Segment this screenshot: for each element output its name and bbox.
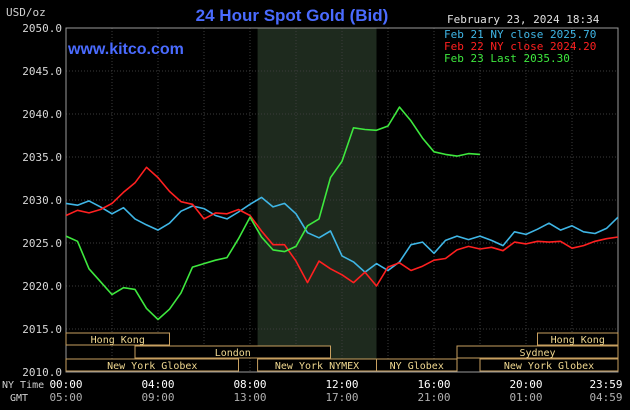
x-tick-ny: 12:00 [325,378,358,391]
legend-entry-feb22: Feb 22 NY close 2024.20 [444,40,596,53]
series-line-0 [65,196,619,274]
x-tick-gmt: 05:00 [49,391,82,404]
price-series [65,106,619,321]
site-link[interactable]: www.kitco.com [67,41,184,58]
session-bar [456,345,619,359]
unit-label: USD/oz [6,6,46,19]
session-bar [65,332,170,346]
y-tick-label: 2015.0 [22,323,62,336]
series-line-2 [65,106,481,321]
x-tick-gmt: 13:00 [233,391,266,404]
session-label: New York Globex [107,361,197,372]
x-tick-gmt: 09:00 [141,391,174,404]
chart-title: 24 Hour Spot Gold (Bid) [196,6,389,25]
x-tick-gmt: 21:00 [417,391,450,404]
gmt-label: GMT [10,393,28,404]
x-tick-ny: 08:00 [233,378,266,391]
session-label: Hong Kong [91,335,145,346]
x-tick-gmt: 17:00 [325,391,358,404]
y-tick-label: 2020.0 [22,280,62,293]
session-bar [134,345,331,359]
x-tick-ny: 20:00 [509,378,542,391]
y-tick-label: 2010.0 [22,366,62,379]
session-label: New York Globex [504,361,594,372]
session-label: New York NYMEX [275,361,359,372]
chart-date: February 23, 2024 18:34 [447,13,600,26]
x-tick-gmt: 01:00 [509,391,542,404]
x-tick-ny: 23:59 [589,378,622,391]
session-label: Hong Kong [551,335,605,346]
y-tick-label: 2030.0 [22,194,62,207]
session-bar [376,358,458,372]
x-tick-ny: 00:00 [49,378,82,391]
y-tick-label: 2025.0 [22,237,62,250]
y-tick-label: 2045.0 [22,65,62,78]
plot-frame [65,27,619,373]
session-label: London [215,348,251,359]
legend: Feb 21 NY close 2025.70 Feb 22 NY close … [444,28,596,65]
session-bar [65,358,239,372]
session-bar [537,332,619,346]
y-tick-label: 2050.0 [22,22,62,35]
session-label: NY Globex [390,361,444,372]
y-tick-label: 2035.0 [22,151,62,164]
session-label: Sydney [519,348,555,359]
legend-entry-feb21: Feb 21 NY close 2025.70 [444,28,596,41]
x-tick-ny: 16:00 [417,378,450,391]
y-axis-ticks: 2050.0 2045.0 2040.0 2035.0 2030.0 2025.0 2020… [22,22,62,379]
x-tick-gmt: 04:59 [589,391,622,404]
y-tick-label: 2040.0 [22,108,62,121]
x-tick-ny: 04:00 [141,378,174,391]
session-bar [479,358,619,372]
ny-time-label: NY Time [2,380,44,391]
legend-entry-feb23: Feb 23 Last 2035.30 [444,52,570,65]
series-line-1 [65,166,619,287]
nymex-shaded-region [257,28,377,372]
trading-sessions: Hong Kong Hong Kong London Sydney New York G… [65,332,619,372]
